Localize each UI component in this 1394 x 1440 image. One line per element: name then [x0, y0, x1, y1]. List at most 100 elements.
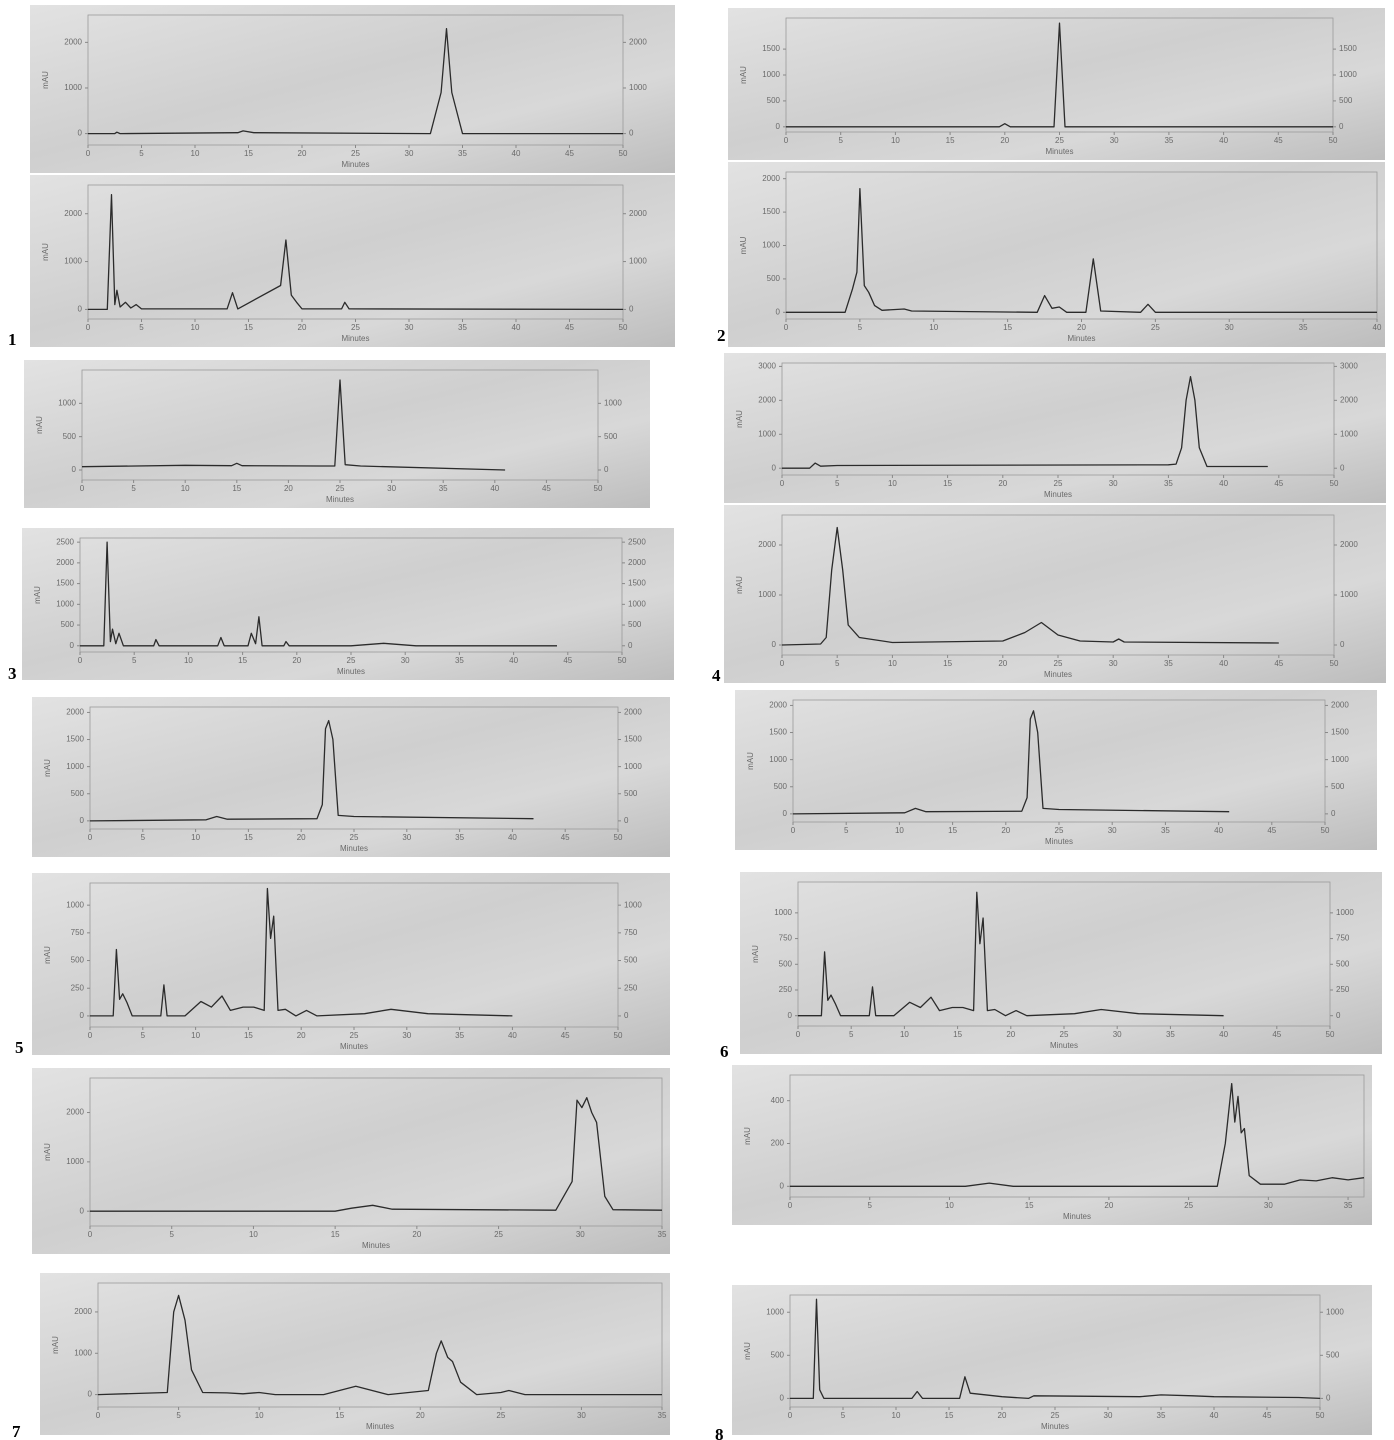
y-tick-label: 0: [78, 305, 83, 314]
x-tick-label: 30: [402, 833, 411, 842]
y-tick-label: 0: [772, 463, 777, 472]
x-tick-label: 25: [1151, 323, 1160, 332]
x-tick-label: 10: [895, 826, 904, 835]
y-tick-label: 1000: [66, 762, 84, 771]
y2-tick-label: 500: [624, 956, 638, 965]
x-tick-label: 30: [405, 323, 414, 332]
x-tick-label: 5: [858, 323, 863, 332]
x-tick-label: 10: [255, 1411, 264, 1420]
x-tick-label: 25: [1051, 1411, 1060, 1420]
x-tick-label: 0: [788, 1201, 793, 1210]
y-tick-label: 2000: [762, 174, 780, 183]
y-tick-label: 1500: [769, 728, 787, 737]
y-axis-label: mAU: [51, 1336, 60, 1354]
y2-tick-label: 250: [624, 983, 638, 992]
chart-panel: 0510152025303540455005001000150005001000…: [728, 8, 1385, 160]
x-tick-label: 10: [891, 136, 900, 145]
x-tick-label: 5: [176, 1411, 181, 1420]
x-tick-label: 0: [791, 826, 796, 835]
y-tick-label: 500: [779, 959, 793, 968]
y2-tick-label: 2000: [628, 558, 646, 567]
x-tick-label: 0: [796, 1030, 801, 1039]
y-tick-label: 200: [771, 1139, 785, 1148]
x-tick-label: 30: [1264, 1201, 1273, 1210]
x-tick-label: 35: [439, 484, 448, 493]
y2-tick-label: 2000: [1331, 701, 1349, 710]
x-tick-label: 10: [892, 1411, 901, 1420]
x-tick-label: 45: [1272, 1030, 1281, 1039]
x-tick-label: 20: [297, 833, 306, 842]
x-tick-label: 30: [1109, 659, 1118, 668]
y2-tick-label: 1000: [624, 762, 642, 771]
y2-tick-label: 1000: [1331, 755, 1349, 764]
x-tick-label: 10: [929, 323, 938, 332]
y2-tick-label: 2000: [629, 209, 647, 218]
x-tick-label: 35: [1161, 826, 1170, 835]
y-tick-label: 1000: [64, 257, 82, 266]
x-axis-label: Minutes: [341, 334, 369, 343]
y-tick-label: 0: [776, 122, 781, 131]
y-tick-label: 1000: [766, 1307, 784, 1316]
x-tick-label: 10: [888, 479, 897, 488]
y-axis-label: mAU: [33, 586, 42, 604]
x-tick-label: 10: [191, 833, 200, 842]
x-tick-label: 20: [1104, 1201, 1113, 1210]
y-tick-label: 1000: [762, 241, 780, 250]
y-tick-label: 500: [767, 274, 781, 283]
y-tick-label: 0: [70, 641, 75, 650]
y2-tick-label: 500: [628, 620, 642, 629]
photo-background: [32, 873, 670, 1055]
y-axis-label: mAU: [43, 759, 52, 777]
y2-tick-label: 1500: [1339, 44, 1357, 53]
x-axis-label: Minutes: [1045, 147, 1073, 156]
x-tick-label: 30: [1109, 479, 1118, 488]
x-tick-label: 35: [455, 1031, 464, 1040]
x-tick-label: 35: [455, 656, 464, 665]
x-tick-label: 40: [1219, 136, 1228, 145]
x-tick-label: 0: [96, 1411, 101, 1420]
x-tick-label: 25: [350, 833, 359, 842]
x-tick-label: 20: [998, 659, 1007, 668]
x-tick-label: 35: [1344, 1201, 1353, 1210]
x-tick-label: 5: [867, 1201, 872, 1210]
chart-panel: 051015202530354045500500100005001000Minu…: [24, 360, 650, 508]
y-tick-label: 2000: [56, 558, 74, 567]
x-tick-label: 0: [784, 323, 789, 332]
y2-tick-label: 1500: [1331, 728, 1349, 737]
x-tick-label: 30: [387, 484, 396, 493]
x-tick-label: 5: [169, 1230, 174, 1239]
y-tick-label: 0: [88, 1390, 93, 1399]
y2-tick-label: 750: [1336, 934, 1350, 943]
x-tick-label: 0: [784, 136, 789, 145]
y-tick-label: 2000: [758, 540, 776, 549]
x-tick-label: 40: [1219, 479, 1228, 488]
x-tick-label: 15: [948, 826, 957, 835]
x-tick-label: 30: [1108, 826, 1117, 835]
x-tick-label: 35: [1299, 323, 1308, 332]
y2-tick-label: 0: [1340, 640, 1345, 649]
x-tick-label: 40: [512, 149, 521, 158]
x-tick-label: 10: [191, 149, 200, 158]
y-tick-label: 2500: [56, 537, 74, 546]
x-tick-label: 50: [614, 833, 623, 842]
x-tick-label: 10: [181, 484, 190, 493]
x-axis-label: Minutes: [366, 1422, 394, 1431]
x-tick-label: 20: [412, 1230, 421, 1239]
y-tick-label: 500: [771, 1350, 785, 1359]
y2-tick-label: 1000: [628, 599, 646, 608]
x-tick-label: 5: [141, 833, 146, 842]
x-axis-label: Minutes: [1050, 1041, 1078, 1050]
x-tick-label: 40: [508, 833, 517, 842]
x-tick-label: 45: [1274, 479, 1283, 488]
x-tick-label: 45: [561, 1031, 570, 1040]
y-tick-label: 0: [80, 1011, 85, 1020]
x-tick-label: 5: [141, 1031, 146, 1040]
y-tick-label: 0: [72, 465, 77, 474]
x-tick-label: 5: [841, 1411, 846, 1420]
x-tick-label: 35: [658, 1230, 667, 1239]
y-tick-label: 0: [780, 1181, 785, 1190]
x-tick-label: 45: [1274, 136, 1283, 145]
y2-tick-label: 500: [1339, 96, 1353, 105]
chart-panel: 051015202530354045500500100005001000Minu…: [732, 1285, 1372, 1435]
